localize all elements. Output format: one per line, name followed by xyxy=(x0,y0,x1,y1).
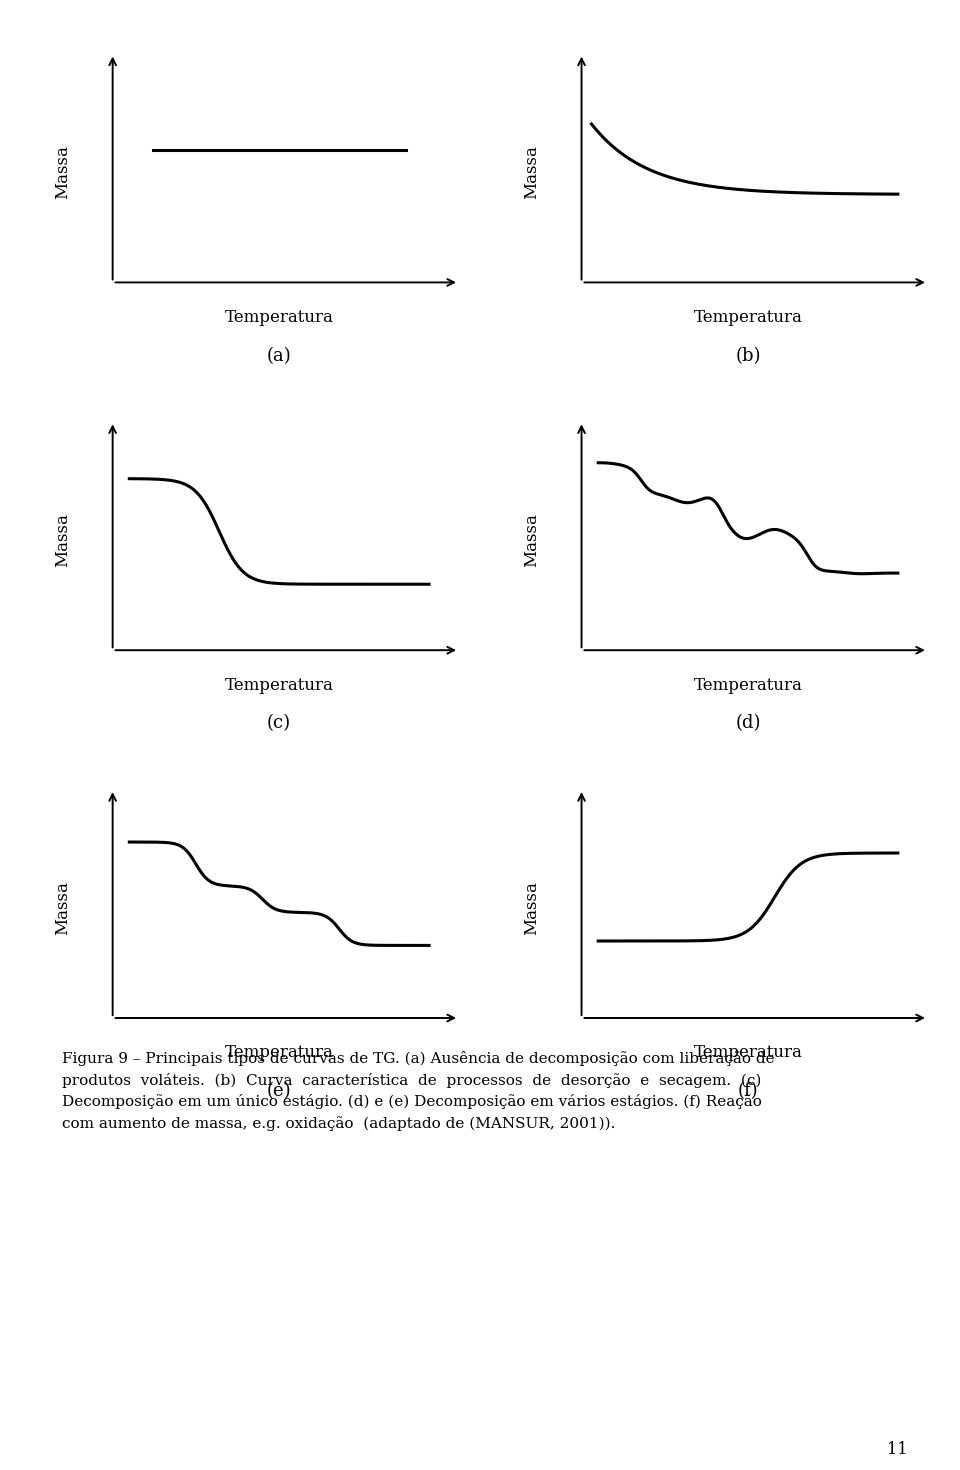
Text: Massa: Massa xyxy=(54,513,71,567)
Text: Temperatura: Temperatura xyxy=(225,1044,333,1061)
Text: Massa: Massa xyxy=(54,881,71,935)
Text: Massa: Massa xyxy=(523,146,540,200)
Text: (f): (f) xyxy=(737,1082,758,1100)
Text: Massa: Massa xyxy=(523,881,540,935)
Text: (b): (b) xyxy=(735,347,760,365)
Text: (d): (d) xyxy=(735,714,760,732)
Text: Temperatura: Temperatura xyxy=(694,309,803,326)
Text: Massa: Massa xyxy=(523,513,540,567)
Text: Figura 9 – Principais tipos de curvas de TG. (a) Ausência de decomposição com li: Figura 9 – Principais tipos de curvas de… xyxy=(62,1051,775,1130)
Text: 11: 11 xyxy=(887,1441,907,1458)
Text: (a): (a) xyxy=(267,347,292,365)
Text: Temperatura: Temperatura xyxy=(225,309,333,326)
Text: Temperatura: Temperatura xyxy=(694,676,803,694)
Text: (e): (e) xyxy=(267,1082,292,1100)
Text: Temperatura: Temperatura xyxy=(225,676,333,694)
Text: Massa: Massa xyxy=(54,146,71,200)
Text: Temperatura: Temperatura xyxy=(694,1044,803,1061)
Text: (c): (c) xyxy=(267,714,291,732)
